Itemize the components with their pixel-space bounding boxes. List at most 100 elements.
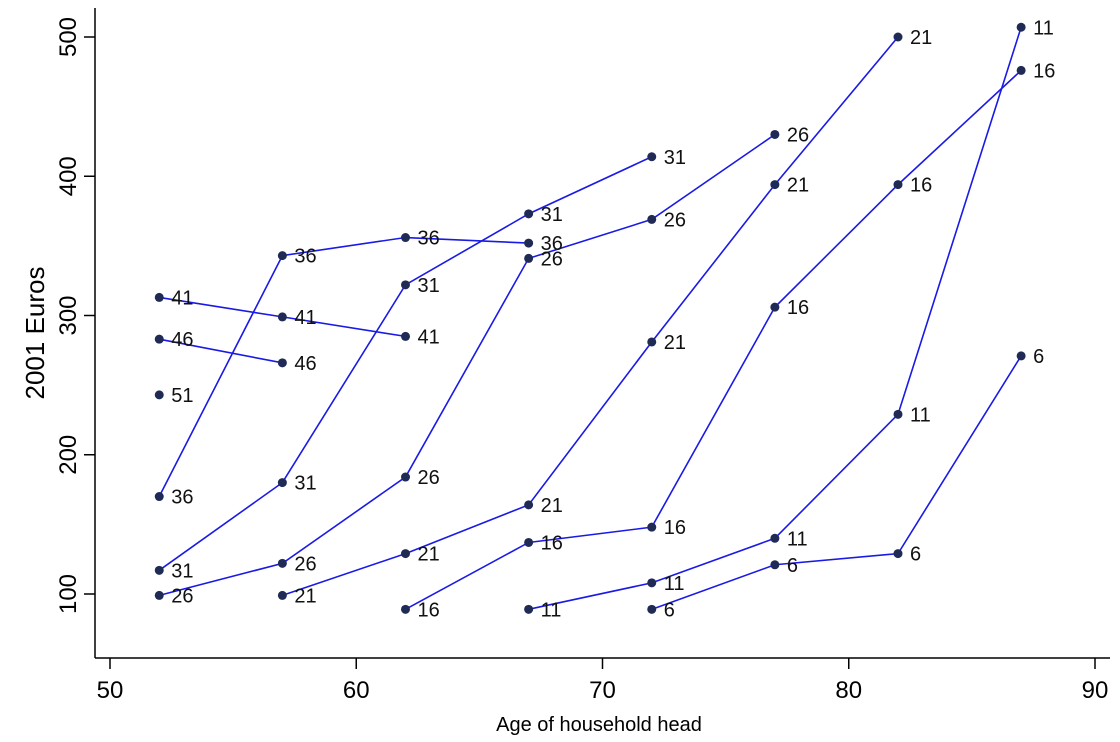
data-point	[770, 302, 780, 312]
data-point	[154, 565, 164, 575]
y-tick-label: 400	[55, 156, 82, 196]
x-tick-label: 80	[835, 677, 862, 704]
y-tick-label: 500	[55, 17, 82, 57]
data-point	[893, 180, 903, 190]
x-axis-ticks: 50 60 70 80 90	[97, 658, 1109, 704]
data-point	[770, 129, 780, 139]
data-point-label: 6	[787, 555, 798, 577]
data-point-label: 21	[418, 544, 440, 566]
series-line-9	[528, 27, 1022, 611]
y-axis-title: 2001 Euros	[20, 267, 50, 400]
y-tick-label: 200	[55, 435, 82, 475]
data-point-label: 31	[541, 204, 563, 226]
series-line-10	[651, 355, 1022, 611]
data-point	[277, 590, 287, 600]
data-point-label: 41	[418, 326, 440, 348]
data-point	[647, 337, 657, 347]
plot-area	[94, 8, 1110, 659]
data-point	[770, 533, 780, 543]
data-point	[647, 152, 657, 162]
data-point	[524, 537, 534, 547]
data-point	[893, 409, 903, 419]
data-point	[401, 233, 410, 243]
data-point	[401, 280, 410, 290]
data-point-label: 31	[294, 473, 316, 495]
data-point	[401, 549, 410, 559]
point-labels: 41 41 41 46 46 51 36 36 36 36 31 31 31 31 31 26 26 26 26 26…	[171, 17, 1055, 621]
data-point-label: 26	[787, 124, 809, 146]
data-point-label: 16	[1033, 60, 1055, 82]
data-point	[893, 549, 903, 559]
data-point-label: 16	[787, 297, 809, 319]
data-point-label: 21	[787, 175, 809, 197]
data-point	[277, 312, 287, 322]
data-point-label: 51	[171, 385, 193, 407]
data-point-label: 36	[541, 233, 563, 255]
data-point-label: 11	[1033, 17, 1054, 39]
x-tick-label: 60	[343, 677, 370, 704]
data-point-label: 21	[910, 27, 932, 49]
data-point-label: 16	[664, 517, 686, 539]
data-point	[647, 604, 657, 614]
y-tick-label: 300	[55, 295, 82, 335]
data-point	[154, 590, 164, 600]
series-line-7	[282, 36, 899, 597]
data-point-label: 21	[541, 495, 563, 517]
data-point	[647, 214, 657, 224]
data-point-label: 11	[664, 573, 685, 595]
data-point	[524, 253, 534, 263]
y-axis-ticks: 100 200 300 400 500	[55, 17, 95, 614]
x-tick-label: 90	[1082, 677, 1109, 704]
data-point	[154, 492, 164, 502]
data-point	[277, 358, 287, 368]
data-point	[770, 180, 780, 190]
data-point-label: 31	[664, 147, 686, 169]
data-point-label: 6	[910, 544, 921, 566]
data-point	[401, 331, 410, 341]
data-point	[647, 522, 657, 532]
series-line-4	[158, 236, 529, 497]
data-point	[401, 472, 410, 482]
data-point	[277, 558, 287, 568]
data-point	[154, 390, 164, 400]
data-point	[1016, 22, 1026, 32]
data-point-label: 16	[418, 599, 440, 621]
data-point	[1016, 351, 1026, 361]
series-lines	[158, 27, 1022, 611]
data-point	[647, 578, 657, 588]
data-point-label: 21	[294, 585, 316, 607]
data-point-label: 26	[294, 553, 316, 575]
data-point	[524, 238, 534, 248]
x-axis-title: Age of household head	[496, 714, 702, 736]
series-points	[154, 22, 1026, 614]
data-point	[154, 334, 164, 344]
data-point	[277, 251, 287, 261]
data-point	[524, 604, 534, 614]
data-point-label: 31	[418, 275, 440, 297]
data-point	[524, 500, 534, 510]
series-line-6	[159, 133, 776, 597]
data-point	[1016, 65, 1026, 75]
data-point-label: 36	[418, 228, 440, 250]
data-point-label: 41	[171, 287, 193, 309]
series-line-2	[159, 338, 283, 364]
data-point	[770, 560, 780, 570]
data-point	[893, 32, 903, 42]
x-tick-label: 50	[97, 677, 124, 704]
data-point-label: 11	[787, 528, 808, 550]
data-point-label: 26	[171, 585, 193, 607]
data-point-label: 31	[171, 560, 193, 582]
data-point	[154, 292, 164, 302]
data-point-label: 21	[664, 332, 686, 354]
data-point-label: 6	[1033, 346, 1044, 368]
data-point	[524, 209, 534, 219]
data-point-label: 46	[294, 353, 316, 375]
data-point	[277, 478, 287, 488]
data-point-label: 16	[910, 175, 932, 197]
data-point	[401, 604, 410, 614]
data-point-label: 46	[171, 329, 193, 351]
data-point-label: 41	[294, 307, 316, 329]
series-line-8	[405, 69, 1022, 611]
data-point-label: 36	[171, 487, 193, 509]
